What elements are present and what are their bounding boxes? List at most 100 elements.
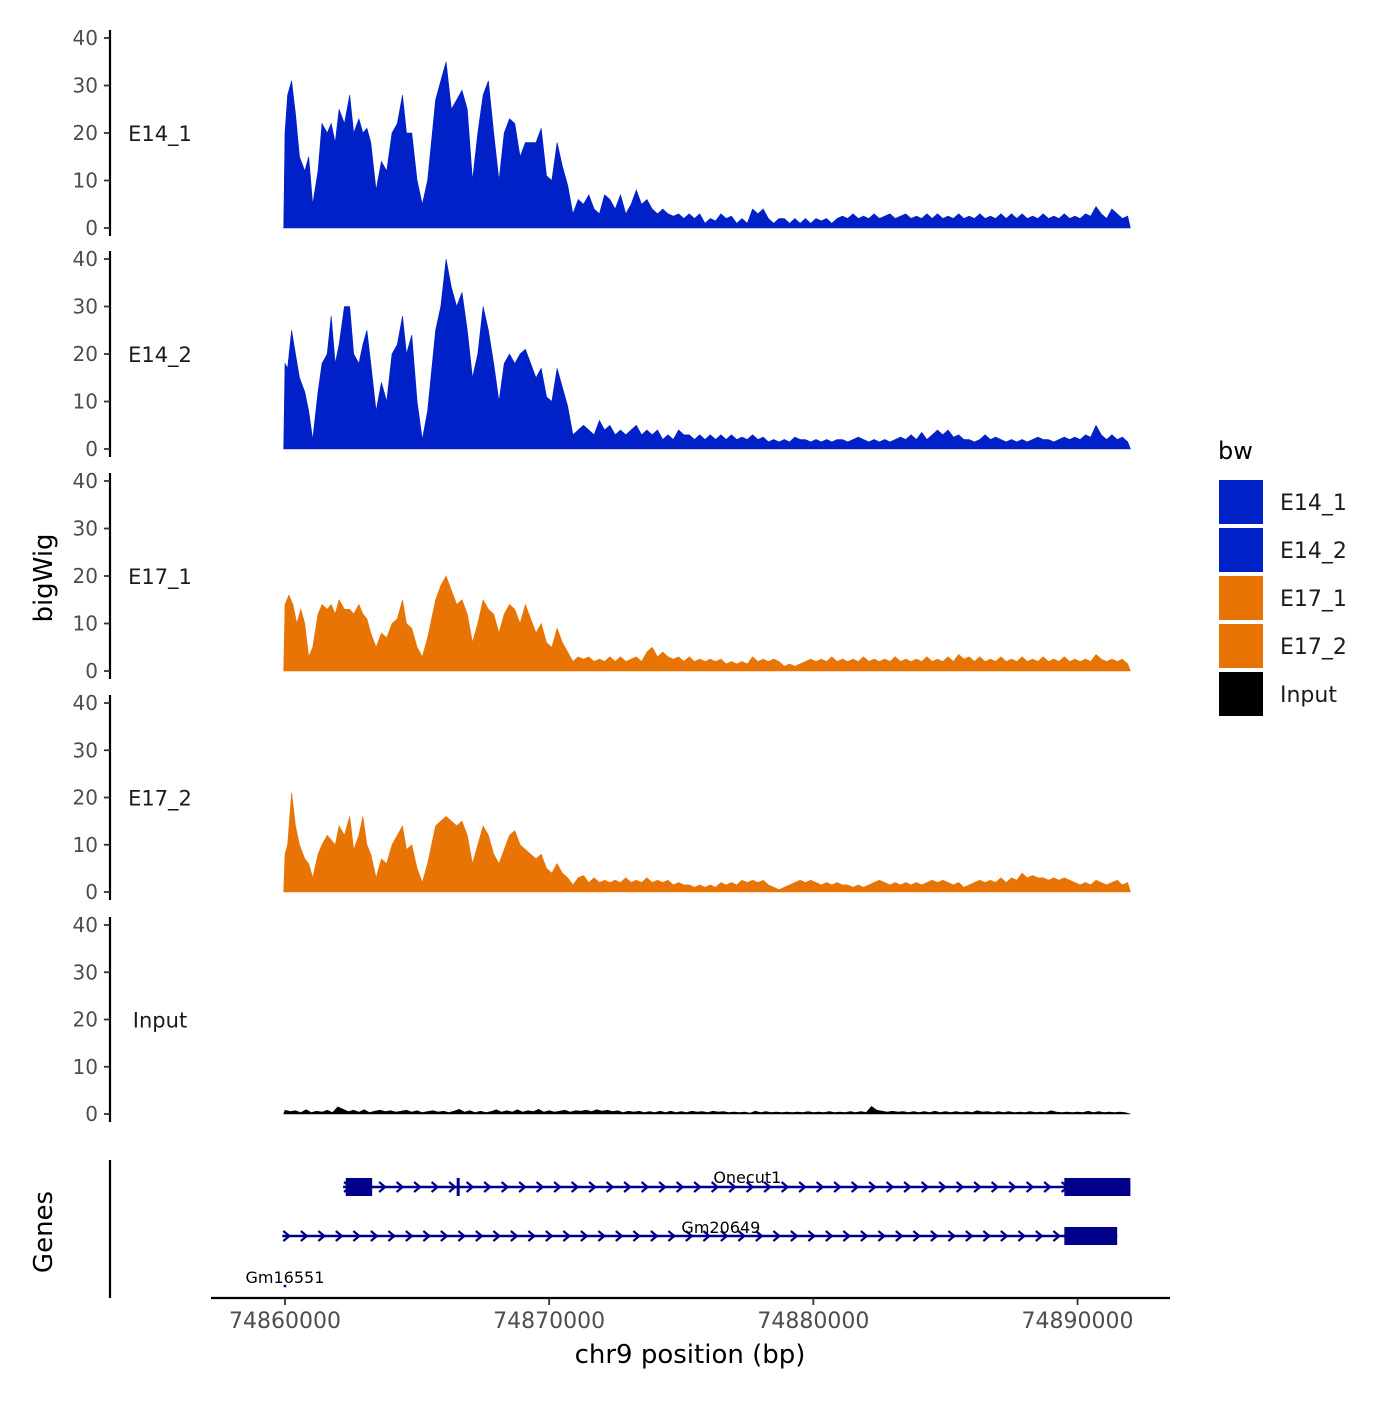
strand-chevron	[465, 1181, 475, 1193]
strand-chevron	[815, 1181, 825, 1193]
strand-chevron	[763, 1181, 772, 1193]
coverage-tracks: 0 10 20 30 40 E14_1 0 10 20 30 40 E14_2 0 10 20 30 40 E17…	[73, 26, 1131, 1126]
strand-chevron	[1017, 1230, 1027, 1242]
track-label: E14_1	[128, 122, 192, 147]
y-axis-title: bigWig	[29, 533, 59, 622]
strand-chevron	[658, 1181, 667, 1193]
track-label: Input	[133, 1009, 187, 1033]
strand-chevron	[868, 1181, 877, 1193]
y-tick-label: 30	[73, 738, 98, 762]
strand-chevron	[702, 1230, 712, 1242]
strand-chevron	[597, 1230, 607, 1242]
y-tick-label: 0	[85, 437, 98, 461]
strand-chevron	[720, 1230, 729, 1242]
x-tick-label: 74890000	[1022, 1309, 1134, 1334]
x-tick-label: 74880000	[757, 1309, 869, 1334]
legend-label-E17_2: E17_2	[1280, 635, 1347, 660]
strand-chevron	[982, 1230, 992, 1242]
legend-swatch-E17_1	[1219, 576, 1263, 620]
coverage-area-E17_2	[283, 792, 1131, 893]
y-tick-label: 0	[85, 1102, 98, 1126]
y-tick-label: 10	[73, 833, 98, 857]
track-E17_1: 0 10 20 30 40 E17_1	[73, 469, 1131, 683]
x-tick-label: 74870000	[493, 1309, 605, 1334]
strand-chevron	[352, 1230, 362, 1242]
y-tick-label: 10	[73, 390, 98, 414]
strand-chevron	[790, 1230, 799, 1242]
y-tick-label: 20	[73, 121, 98, 145]
track-label: E17_1	[128, 565, 192, 590]
strand-chevron	[807, 1230, 817, 1242]
strand-chevron	[553, 1181, 562, 1193]
gene-Gm20649: Gm20649	[282, 1218, 1118, 1245]
legend-swatch-E17_2	[1219, 624, 1263, 668]
y-tick-label: 30	[73, 295, 98, 319]
strand-chevron	[615, 1230, 624, 1242]
strand-chevron	[335, 1230, 344, 1242]
strand-chevron	[947, 1230, 957, 1242]
strand-chevron	[912, 1230, 922, 1242]
gene-track: Onecut1 Gm20649 Gm16551	[108, 1160, 1131, 1298]
legend-label-E14_1: E14_1	[1280, 491, 1347, 516]
x-axis-title: chr9 position (bp)	[575, 1340, 806, 1370]
strand-chevron	[1043, 1181, 1052, 1193]
x-axis: 74860000 74870000 74880000 74890000	[211, 1296, 1170, 1334]
gene-Gm16551: Gm16551	[246, 1268, 325, 1288]
strand-chevron	[440, 1230, 449, 1242]
exon	[1064, 1178, 1131, 1196]
strand-chevron	[378, 1181, 387, 1193]
legend-label-Input: Input	[1280, 683, 1337, 708]
y-tick-label: 30	[73, 74, 98, 98]
strand-chevron	[580, 1230, 589, 1242]
strand-chevron	[877, 1230, 887, 1242]
y-tick-label: 10	[73, 1055, 98, 1079]
track-Input: 0 10 20 30 40 Input	[73, 913, 1131, 1126]
strand-chevron	[772, 1230, 782, 1242]
strand-chevron	[755, 1230, 764, 1242]
strand-chevron	[457, 1230, 467, 1242]
strand-chevron	[833, 1181, 842, 1193]
strand-chevron	[492, 1230, 502, 1242]
gene-label: Onecut1	[713, 1168, 781, 1187]
strand-chevron	[973, 1181, 982, 1193]
exon	[1064, 1227, 1118, 1245]
genes-axis-title: Genes	[29, 1191, 59, 1273]
y-tick-label: 20	[73, 564, 98, 588]
strand-chevron	[675, 1181, 685, 1193]
strand-chevron	[448, 1181, 457, 1193]
exon	[456, 1178, 460, 1196]
legend-swatch-E14_2	[1219, 528, 1263, 572]
strand-chevron	[920, 1181, 930, 1193]
strand-chevron	[510, 1230, 519, 1242]
x-tick-label: 74860000	[229, 1309, 341, 1334]
track-label: E17_2	[128, 787, 192, 812]
strand-chevron	[990, 1181, 1000, 1193]
strand-chevron	[1000, 1230, 1009, 1242]
strand-chevron	[903, 1181, 912, 1193]
gene-label: Gm16551	[246, 1268, 325, 1287]
y-tick-label: 30	[73, 517, 98, 541]
strand-chevron	[623, 1181, 632, 1193]
track-label: E14_2	[128, 343, 192, 368]
y-tick-label: 40	[73, 469, 98, 493]
strand-chevron	[965, 1230, 974, 1242]
strand-chevron	[405, 1230, 414, 1242]
y-tick-label: 10	[73, 612, 98, 636]
strand-chevron	[483, 1181, 492, 1193]
coverage-area-E17_1	[283, 575, 1131, 672]
strand-chevron	[570, 1181, 580, 1193]
strand-chevron	[562, 1230, 572, 1242]
strand-chevron	[640, 1181, 650, 1193]
strand-chevron	[895, 1230, 904, 1242]
strand-chevron	[650, 1230, 659, 1242]
strand-chevron	[885, 1181, 895, 1193]
strand-chevron	[605, 1181, 615, 1193]
legend-swatch-E14_1	[1219, 480, 1263, 524]
strand-chevron	[300, 1230, 309, 1242]
strand-chevron	[588, 1181, 597, 1193]
strand-chevron	[422, 1230, 432, 1242]
strand-chevron	[842, 1230, 852, 1242]
strand-chevron	[825, 1230, 834, 1242]
strand-chevron	[282, 1230, 292, 1242]
